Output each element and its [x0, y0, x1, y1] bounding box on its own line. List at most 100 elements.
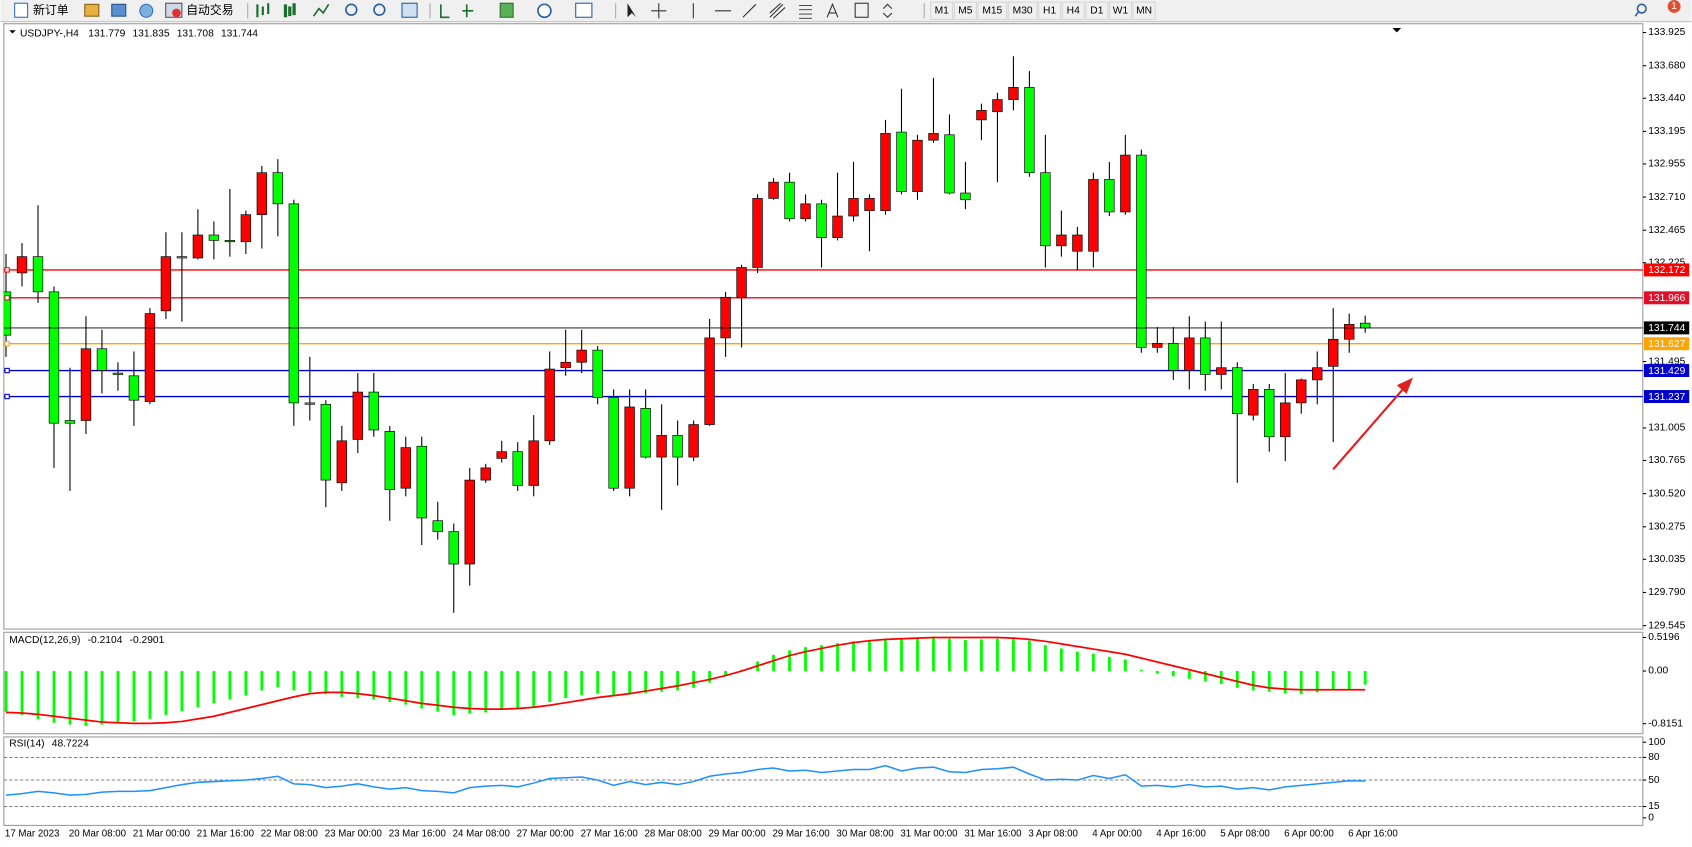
macd-bar [1203, 671, 1207, 682]
tool-icon[interactable] [139, 3, 154, 18]
tool-icon[interactable] [84, 3, 100, 17]
macd-bar [1171, 671, 1175, 677]
x-tick-label: 28 Mar 08:00 [645, 829, 703, 840]
timeframe-button[interactable] [1038, 1, 1062, 20]
candle-body [1072, 234, 1083, 252]
candle-body [1168, 342, 1179, 371]
macd-bar [1251, 671, 1255, 691]
fibonacci-button[interactable] [799, 4, 813, 19]
candle-body [624, 406, 635, 489]
x-tick-label: 31 Mar 16:00 [964, 829, 1022, 840]
x-tick-label: 3 Apr 08:00 [1028, 829, 1078, 840]
x-tick-label: 4 Apr 16:00 [1156, 829, 1206, 840]
tile-button[interactable] [401, 2, 418, 18]
bar-chart-button[interactable] [256, 3, 270, 18]
candle-body [96, 348, 108, 371]
autoscroll-button[interactable] [440, 4, 450, 19]
new-order-button[interactable]: 新订单 [33, 3, 69, 17]
new-order-icon[interactable] [14, 2, 29, 18]
x-tick-label: 5 Apr 08:00 [1220, 829, 1270, 840]
rsi-line [5, 764, 1366, 796]
macd-bar [1363, 671, 1367, 685]
symbol-title: USDJPY-,H4 [20, 28, 79, 39]
timeframe-button[interactable] [1061, 1, 1085, 20]
macd-bar [340, 671, 344, 697]
candle-body [480, 467, 491, 481]
candle-body [576, 349, 587, 363]
zoom-in-button[interactable] [345, 3, 358, 16]
timeframe-label: W1 [1113, 5, 1129, 16]
timeframe-button[interactable] [1007, 1, 1038, 20]
chart-header: USDJPY-,H4 131.779 131.835 131.708 131.7… [20, 28, 258, 39]
macd-bar [1123, 659, 1127, 672]
candle-body [640, 407, 651, 458]
y-tick-label: 0 [1648, 813, 1654, 824]
crosshair-button[interactable] [651, 3, 667, 19]
macd-bar [68, 671, 72, 725]
timeframe-label: M15 [982, 5, 1002, 16]
macd-bar [276, 671, 280, 688]
shift-button[interactable] [462, 4, 474, 18]
search-button[interactable] [1636, 3, 1647, 14]
notification-badge[interactable] [1667, 0, 1681, 13]
candle-body [384, 431, 395, 490]
timeframe-button[interactable] [1132, 1, 1156, 20]
y-tick-label: 100 [1648, 737, 1665, 748]
macd-bar [4, 671, 8, 712]
x-tick-label: 22 Mar 08:00 [261, 829, 319, 840]
x-tick-label: 27 Mar 16:00 [581, 829, 639, 840]
timeframe-button[interactable] [977, 1, 1008, 20]
macd-bar [1315, 671, 1319, 693]
periods-button[interactable] [537, 3, 552, 19]
macd-bar [292, 671, 296, 691]
macd-main-value: -0.2104 [88, 635, 123, 646]
macd-bar [148, 671, 152, 719]
candle-body [160, 256, 172, 312]
timeframe-button[interactable] [930, 1, 954, 20]
tool-icon[interactable] [111, 3, 127, 17]
trendline-button[interactable] [742, 3, 757, 18]
chart-shift-marker [1392, 28, 1402, 33]
arrows-button[interactable] [882, 3, 893, 19]
timeframe-label: H1 [1043, 5, 1056, 16]
price-label-bg [1643, 321, 1690, 335]
candle-body [1120, 154, 1131, 213]
candle-body [560, 361, 571, 369]
timeframe-button[interactable] [953, 1, 977, 20]
macd-signal-value: -0.2901 [130, 635, 165, 646]
y-tick-label: 131.495 [1648, 356, 1685, 367]
y-tick-label: 15 [1648, 801, 1660, 812]
macd-bar [852, 641, 855, 672]
timeframe-button[interactable] [1108, 1, 1133, 20]
line-chart-button[interactable] [312, 3, 330, 17]
x-tick-label: 6 Apr 16:00 [1348, 829, 1398, 840]
timeframe-label: M30 [1013, 5, 1033, 16]
text-tool-button[interactable] [826, 2, 839, 18]
macd-bar [436, 671, 440, 712]
x-tick-label: 24 Mar 08:00 [453, 829, 511, 840]
macd-plot [4, 636, 1367, 726]
timeframe-button[interactable] [1085, 1, 1109, 20]
label-tool-button[interactable] [854, 2, 869, 18]
auto-trading-button[interactable]: 自动交易 [186, 3, 233, 17]
macd-title: MACD(12,26,9) [9, 635, 80, 646]
templates-button[interactable] [575, 2, 593, 18]
macd-bar [1283, 671, 1287, 694]
zoom-out-button[interactable] [373, 3, 386, 16]
channel-button[interactable] [769, 2, 786, 19]
candle-chart-button[interactable] [283, 3, 296, 18]
candle-body [1136, 154, 1147, 348]
x-tick-label: 20 Mar 08:00 [69, 829, 127, 840]
macd-bar [1347, 671, 1351, 690]
macd-bar [1331, 671, 1335, 691]
candle-body [1104, 179, 1115, 213]
candle-body [448, 531, 459, 565]
candle-body [720, 296, 731, 339]
candle-body [352, 391, 363, 440]
candle-body [1280, 402, 1291, 438]
candle-body [32, 256, 44, 293]
cursor-button[interactable] [627, 3, 637, 18]
level-anchor [4, 295, 10, 301]
candle-body [16, 256, 28, 274]
indicators-button[interactable] [499, 2, 514, 18]
